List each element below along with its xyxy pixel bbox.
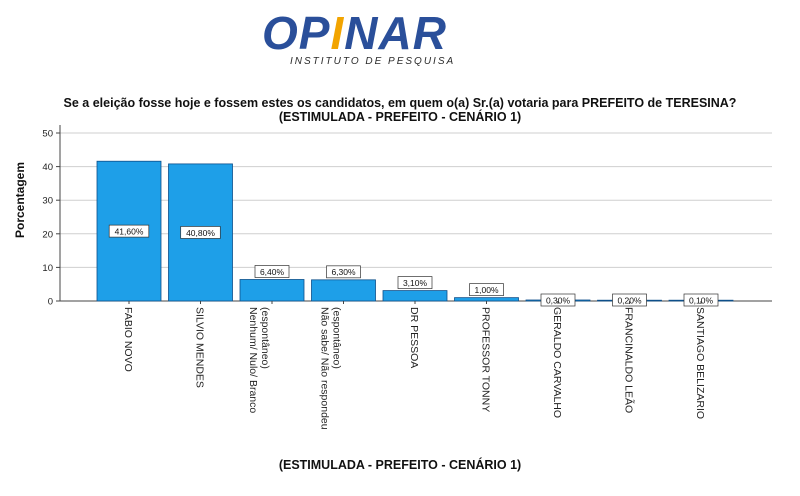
x-tick-label: DR PESSOA bbox=[408, 307, 420, 368]
chart-title: Se a eleição fosse hoje e fossem estes o… bbox=[63, 96, 737, 124]
x-tick-label-line: SANTIAGO BELIZARIO bbox=[694, 307, 706, 419]
data-label: 1,00% bbox=[474, 285, 499, 295]
y-tick-label: 20 bbox=[42, 229, 53, 240]
x-tick-label: FABIO NOVO bbox=[122, 307, 134, 372]
data-label: 41,60% bbox=[115, 226, 144, 236]
x-tick-label-line: (espontâneo) bbox=[331, 307, 343, 369]
logo-text-accent: I bbox=[330, 7, 345, 59]
data-label: 6,30% bbox=[331, 267, 356, 277]
x-tick-label: GERALDO CARVALHO bbox=[551, 307, 563, 418]
data-label-box bbox=[612, 293, 647, 307]
data-label-box bbox=[683, 293, 719, 307]
data-label: 0,10% bbox=[689, 295, 714, 305]
data-label-box bbox=[469, 283, 504, 296]
logo-text-main: OP bbox=[262, 7, 331, 59]
x-tick-label: SANTIAGO BELIZARIO bbox=[694, 307, 706, 419]
x-tick-label-line: FABIO NOVO bbox=[122, 307, 134, 372]
logo-text-rest: NAR bbox=[344, 7, 447, 59]
data-label-box bbox=[108, 224, 150, 238]
data-label: 0,20% bbox=[617, 295, 642, 305]
data-label-box bbox=[540, 293, 576, 307]
data-label: 40,80% bbox=[186, 228, 215, 238]
x-tick-label-line: Nenhum/ Nulo/ Branco bbox=[247, 307, 259, 413]
data-label-box bbox=[397, 276, 433, 289]
y-tick-label: 10 bbox=[42, 263, 53, 274]
x-tick-label: Nenhum/ Nulo/ Branco (espontâneo) bbox=[247, 307, 271, 413]
data-label-box bbox=[326, 265, 361, 279]
x-tick-label-line: FRANCINALDO LEÃO bbox=[623, 307, 636, 413]
x-tick-label: PROFESSOR TONNY bbox=[480, 307, 492, 412]
bar bbox=[311, 279, 376, 302]
data-label: 6,40% bbox=[260, 267, 285, 277]
y-tick-label: 0 bbox=[48, 297, 53, 308]
x-axis-title: (ESTIMULADA - PREFEITO - CENÁRIO 1) bbox=[278, 458, 522, 472]
x-tick-label-line: PROFESSOR TONNY bbox=[480, 307, 492, 412]
opinar-logo: OPINAR INSTITUTO DE PESQUISA bbox=[262, 8, 472, 70]
bar bbox=[382, 290, 448, 302]
data-label: 3,10% bbox=[403, 278, 428, 288]
x-tick-label: SILVIO MENDES bbox=[194, 307, 206, 388]
bar bbox=[239, 279, 305, 302]
x-tick-label-line: DR PESSOA bbox=[408, 307, 420, 368]
x-tick-label-line: (espontâneo) bbox=[259, 307, 271, 369]
y-tick-label: 40 bbox=[42, 162, 53, 173]
x-tick-label: Não sabe/ Não respondeu (espontâneo) bbox=[319, 307, 343, 430]
y-tick-label: 30 bbox=[42, 196, 53, 207]
x-tick-labels: FABIO NOVO SILVIO MENDES Nenhum/ Nulo/ Bra… bbox=[122, 301, 706, 430]
y-tick-label: 50 bbox=[42, 129, 53, 140]
x-tick-label-line: SILVIO MENDES bbox=[194, 307, 206, 388]
bar bbox=[454, 297, 519, 302]
logo-wordmark: OPINAR bbox=[262, 8, 447, 58]
logo-subtitle: INSTITUTO DE PESQUISA bbox=[290, 56, 456, 67]
gridlines bbox=[60, 132, 772, 268]
x-tick-label-line: GERALDO CARVALHO bbox=[551, 307, 563, 418]
data-label-box bbox=[254, 265, 290, 278]
y-axis-label: Porcentagem bbox=[13, 162, 27, 238]
bars: 41,60% 40,80% 6,40% 6,30% 3,10% 1,00% 0,30% 0,2… bbox=[96, 160, 734, 307]
data-label-box bbox=[180, 226, 221, 239]
x-tick-label-line: Não sabe/ Não respondeu bbox=[319, 307, 331, 430]
x-tick-label: FRANCINALDO LEÃO bbox=[623, 307, 636, 413]
data-label: 0,30% bbox=[546, 295, 571, 305]
